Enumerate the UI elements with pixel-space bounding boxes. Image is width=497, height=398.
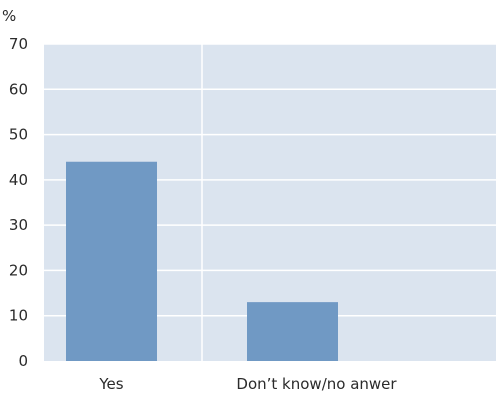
y-tick-label-20: 20 — [9, 261, 28, 279]
y-tick-label-10: 10 — [9, 307, 28, 325]
x-category-label-1: Don’t know/no anwer — [236, 375, 397, 393]
y-axis-unit-label: % — [2, 7, 16, 25]
bar-1 — [247, 302, 338, 361]
y-tick-label-70: 70 — [9, 35, 28, 53]
y-tick-label-50: 50 — [9, 126, 28, 144]
y-tick-label-40: 40 — [9, 171, 28, 189]
bar-0 — [66, 161, 157, 361]
bars — [66, 161, 338, 361]
y-tick-label-0: 0 — [18, 352, 28, 370]
y-tick-label-60: 60 — [9, 80, 28, 98]
y-axis-tick-labels: 0 10 20 30 40 50 60 70 — [9, 35, 28, 370]
y-tick-label-30: 30 — [9, 216, 28, 234]
x-axis-category-labels: Yes Don’t know/no anwer — [98, 375, 397, 393]
x-category-label-0: Yes — [98, 375, 123, 393]
